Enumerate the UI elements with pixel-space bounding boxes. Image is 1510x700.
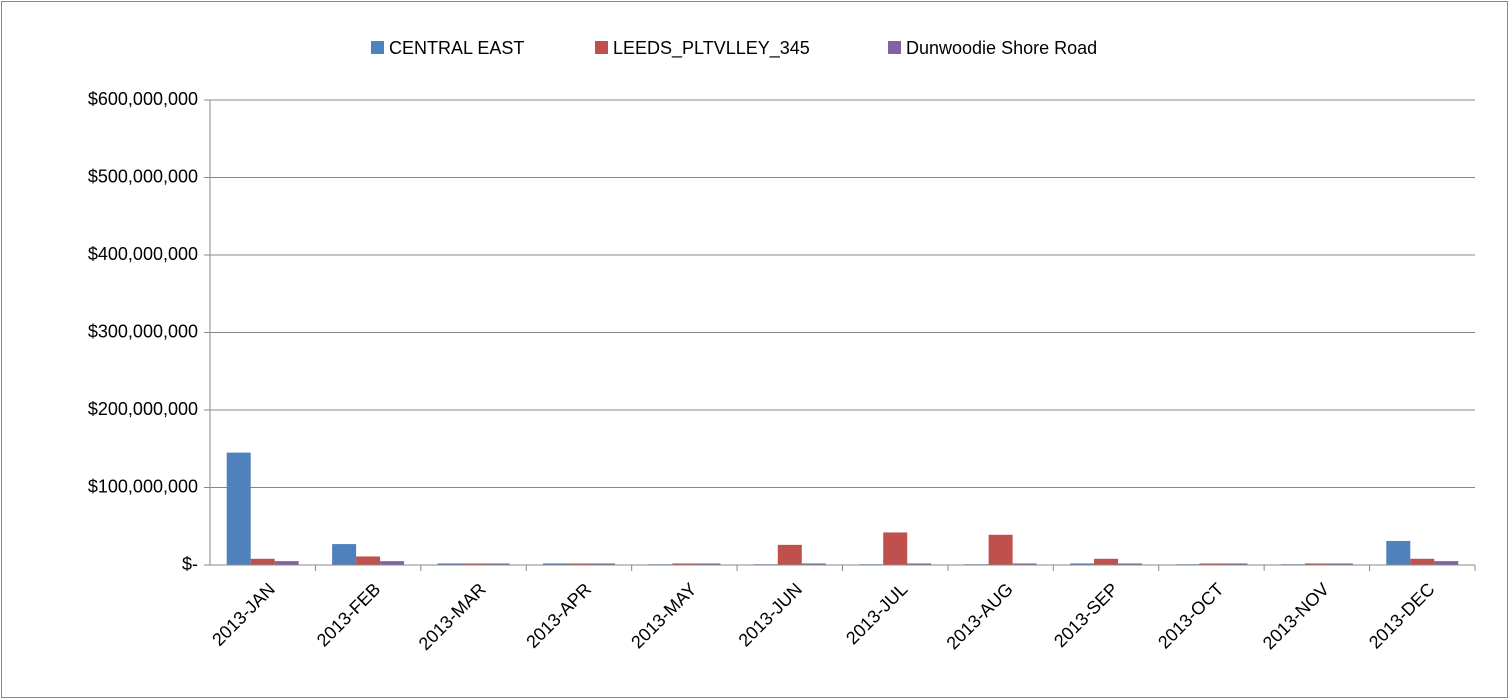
bar [1094,558,1119,565]
bar [566,563,591,565]
bar [1199,563,1224,565]
y-tick-label: $200,000,000 [88,399,198,419]
bar [883,532,908,565]
y-tick-label: $- [182,554,198,574]
bar [1434,561,1459,565]
bar [1118,563,1143,565]
bar [461,563,486,565]
bar [1410,558,1435,565]
bar [380,561,405,565]
bar [1386,540,1411,565]
bar [1328,563,1353,565]
y-tick-label: $100,000,000 [88,476,198,496]
bar [1304,563,1329,565]
bar [485,563,510,565]
bar [777,544,802,565]
bar [226,452,251,565]
bar [332,544,357,565]
bar [1070,563,1095,565]
bar [801,563,826,565]
legend-label: CENTRAL EAST [389,38,524,58]
bar [356,556,381,565]
bar [672,563,697,565]
y-tick-label: $600,000,000 [88,89,198,109]
bar [590,563,615,565]
y-tick-label: $400,000,000 [88,244,198,264]
bar [274,561,299,565]
bar [1223,563,1248,565]
legend-label: Dunwoodie Shore Road [906,38,1097,58]
legend-swatch [371,41,384,54]
y-tick-label: $300,000,000 [88,321,198,341]
bar [437,563,462,565]
bar [907,563,932,565]
bar [542,563,567,565]
legend-swatch [888,41,901,54]
bar [1012,563,1037,565]
bar [250,558,275,565]
bar [696,563,721,565]
y-tick-label: $500,000,000 [88,166,198,186]
legend-swatch [595,41,608,54]
bar [988,534,1013,565]
legend-label: LEEDS_PLTVLLEY_345 [613,38,810,59]
